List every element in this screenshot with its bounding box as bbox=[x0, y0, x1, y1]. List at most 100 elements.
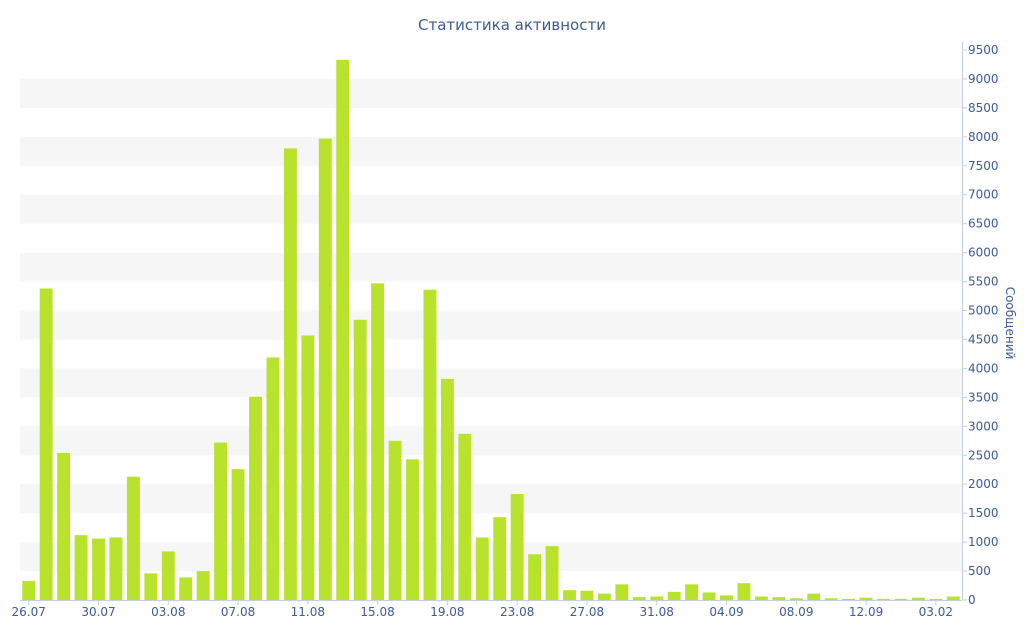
bar[interactable] bbox=[458, 433, 472, 600]
bar[interactable] bbox=[126, 476, 140, 600]
bar[interactable] bbox=[196, 571, 210, 600]
y-tick-label: 1500 bbox=[968, 506, 999, 520]
bar[interactable] bbox=[510, 494, 524, 600]
x-tick-label: 12.09 bbox=[849, 605, 883, 619]
y-tick-label: 8000 bbox=[968, 130, 999, 144]
x-tick-label: 03.02 bbox=[919, 605, 953, 619]
y-tick-label: 5500 bbox=[968, 275, 999, 289]
bar[interactable] bbox=[266, 357, 280, 600]
bar[interactable] bbox=[336, 59, 350, 601]
x-tick-label: 11.08 bbox=[291, 605, 325, 619]
bar[interactable] bbox=[859, 597, 873, 600]
bar[interactable] bbox=[807, 593, 821, 600]
x-tick-label: 30.07 bbox=[81, 605, 115, 619]
grid-band bbox=[20, 484, 962, 514]
x-tick-label: 08.09 bbox=[779, 605, 813, 619]
bar[interactable] bbox=[929, 598, 943, 600]
x-tick-label: 23.08 bbox=[500, 605, 534, 619]
bar[interactable] bbox=[92, 538, 105, 600]
x-tick-label: 03.08 bbox=[151, 605, 185, 619]
x-tick-label: 15.08 bbox=[360, 605, 394, 619]
y-tick-label: 6000 bbox=[968, 246, 999, 260]
bar[interactable] bbox=[911, 597, 925, 600]
x-tick-label: 26.07 bbox=[12, 605, 46, 619]
bar[interactable] bbox=[301, 335, 315, 600]
bar[interactable] bbox=[406, 459, 419, 600]
bar[interactable] bbox=[371, 283, 385, 600]
bar[interactable] bbox=[702, 592, 716, 600]
bar[interactable] bbox=[231, 469, 245, 600]
bar[interactable] bbox=[353, 319, 367, 600]
y-tick-label: 4000 bbox=[968, 361, 999, 375]
bar[interactable] bbox=[39, 288, 53, 600]
grid-bands bbox=[20, 78, 962, 572]
bar[interactable] bbox=[283, 148, 297, 600]
bar[interactable] bbox=[388, 440, 402, 600]
bar[interactable] bbox=[789, 598, 803, 600]
bar[interactable] bbox=[685, 584, 699, 600]
y-tick-label: 7500 bbox=[968, 159, 999, 173]
bar[interactable] bbox=[946, 596, 960, 600]
y-axis-title: Сообщений bbox=[1003, 287, 1017, 360]
y-tick-label: 4500 bbox=[968, 332, 999, 346]
bar[interactable] bbox=[772, 597, 786, 600]
y-tick-label: 500 bbox=[968, 564, 991, 578]
x-tick-label: 07.08 bbox=[221, 605, 255, 619]
y-tick-label: 8500 bbox=[968, 101, 999, 115]
grid-band bbox=[20, 310, 962, 340]
bar[interactable] bbox=[144, 573, 158, 600]
grid-band bbox=[20, 78, 962, 108]
bar[interactable] bbox=[580, 590, 594, 600]
bar[interactable] bbox=[667, 591, 681, 600]
bar[interactable] bbox=[824, 598, 838, 600]
bar[interactable] bbox=[563, 590, 576, 600]
y-tick-label: 0 bbox=[968, 593, 976, 607]
y-tick-label: 2000 bbox=[968, 477, 999, 491]
bar[interactable] bbox=[754, 596, 768, 600]
bar[interactable] bbox=[842, 598, 856, 600]
y-tick-label: 3000 bbox=[968, 419, 999, 433]
axes bbox=[20, 42, 967, 605]
bar[interactable] bbox=[894, 598, 908, 600]
bar[interactable] bbox=[632, 597, 646, 600]
bar[interactable] bbox=[528, 554, 542, 600]
bar[interactable] bbox=[877, 598, 890, 600]
bar[interactable] bbox=[249, 396, 262, 600]
y-tick-label: 9500 bbox=[968, 43, 999, 57]
grid-band bbox=[20, 368, 962, 398]
bar[interactable] bbox=[545, 546, 559, 600]
bar[interactable] bbox=[440, 378, 454, 600]
bar[interactable] bbox=[493, 517, 507, 600]
bar[interactable] bbox=[475, 537, 489, 600]
bar[interactable] bbox=[179, 577, 193, 600]
x-tick-label: 04.09 bbox=[709, 605, 743, 619]
y-tick-label: 1000 bbox=[968, 535, 999, 549]
grid-band bbox=[20, 252, 962, 282]
bar[interactable] bbox=[423, 289, 437, 600]
bar[interactable] bbox=[214, 442, 228, 600]
y-tick-label: 5000 bbox=[968, 304, 999, 318]
bar[interactable] bbox=[109, 537, 123, 600]
chart-title: Статистика активности bbox=[418, 16, 606, 34]
bar[interactable] bbox=[22, 580, 36, 600]
grid-band bbox=[20, 136, 962, 166]
x-tick-label: 19.08 bbox=[430, 605, 464, 619]
bar[interactable] bbox=[737, 583, 751, 600]
y-tick-label: 2500 bbox=[968, 448, 999, 462]
bar[interactable] bbox=[650, 596, 664, 600]
y-tick-label: 3500 bbox=[968, 390, 999, 404]
bar[interactable] bbox=[597, 593, 611, 600]
bar[interactable] bbox=[318, 138, 332, 600]
grid-band bbox=[20, 426, 962, 456]
y-tick-label: 9000 bbox=[968, 72, 999, 86]
grid-band bbox=[20, 194, 962, 224]
bar[interactable] bbox=[161, 551, 175, 600]
tick-labels: 0 500 1000 1500 2000 2500 3000 3500 4000 4500 5000… bbox=[12, 43, 1017, 619]
bar[interactable] bbox=[57, 452, 71, 600]
bar[interactable] bbox=[720, 595, 733, 600]
bar[interactable] bbox=[74, 535, 88, 600]
bar[interactable] bbox=[615, 584, 629, 600]
grid-band bbox=[20, 542, 962, 572]
